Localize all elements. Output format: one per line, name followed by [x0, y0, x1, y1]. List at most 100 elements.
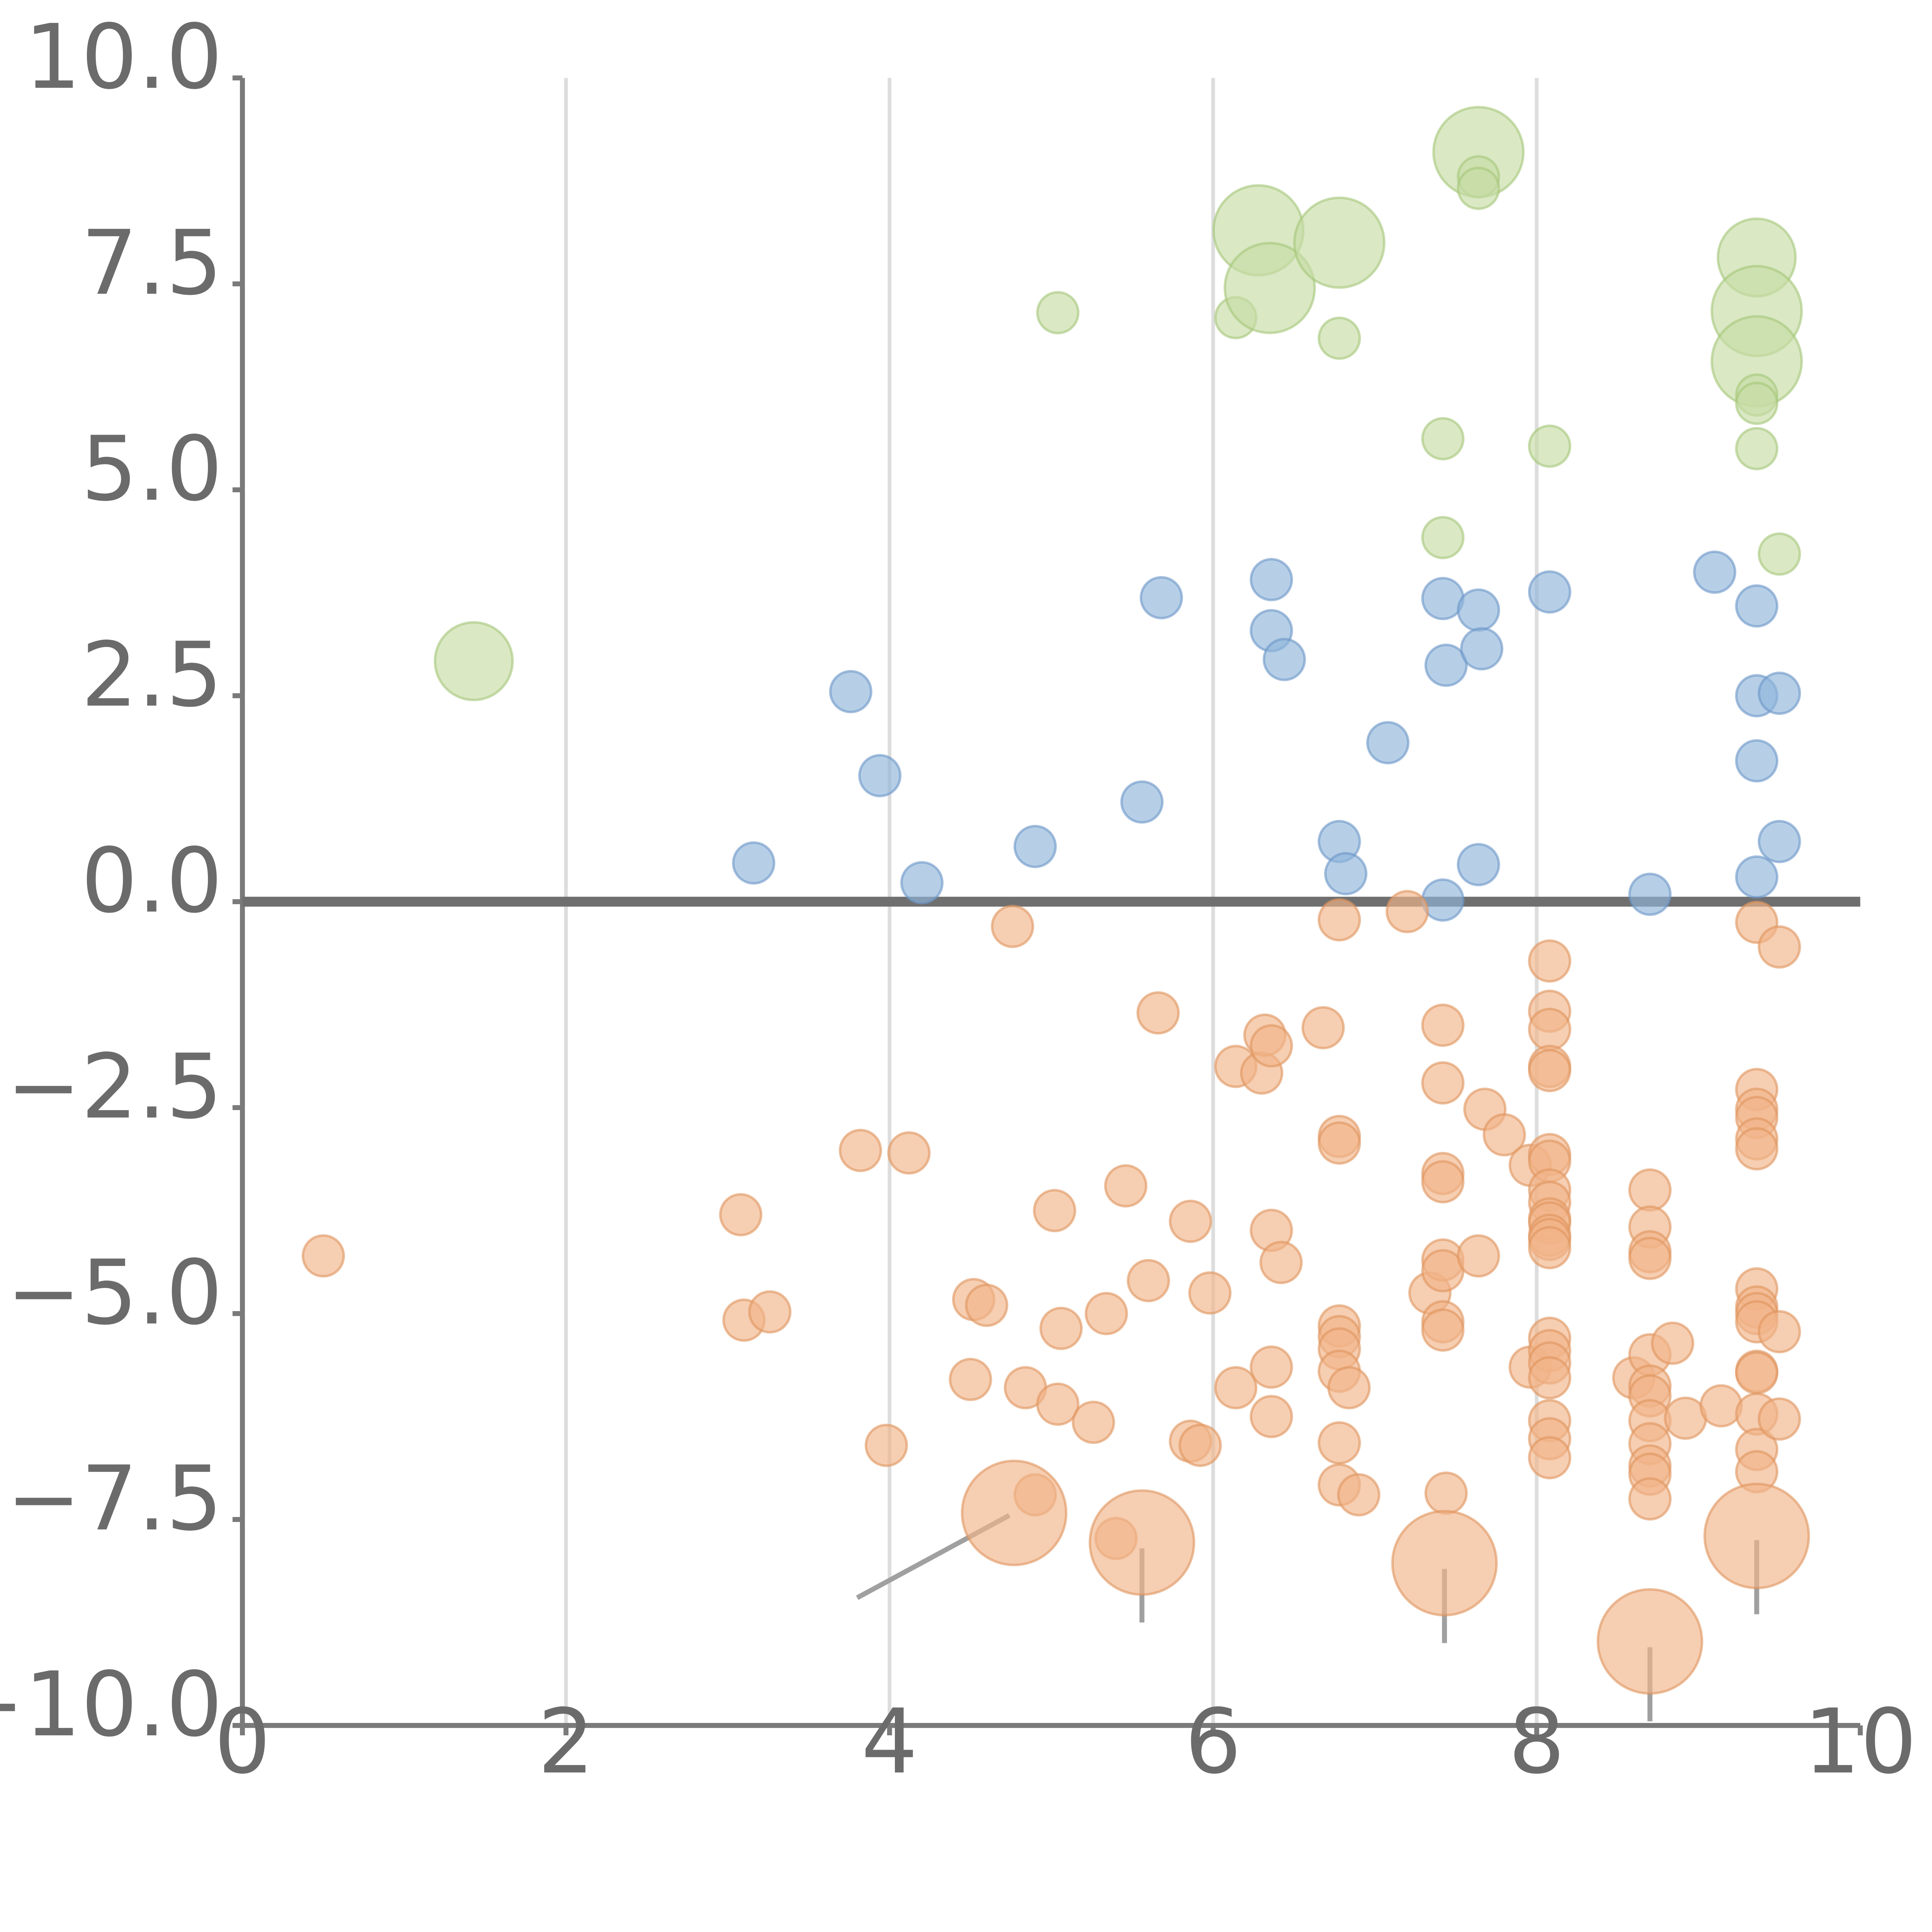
- data-point: [1735, 739, 1779, 783]
- data-point: [1628, 872, 1672, 916]
- data-point: [1457, 167, 1500, 210]
- data-point: [1735, 584, 1779, 628]
- data-point: [1250, 1024, 1293, 1068]
- data-point: [887, 1131, 931, 1175]
- data-point: [719, 1193, 762, 1236]
- data-point: [1528, 1049, 1571, 1092]
- x-tick-label: 4: [861, 1690, 918, 1794]
- data-point: [1421, 1308, 1465, 1352]
- data-point: [1699, 1384, 1743, 1428]
- data-point: [1262, 638, 1306, 681]
- data-point: [1039, 1306, 1083, 1350]
- y-tick-label: −7.5: [7, 1447, 223, 1551]
- data-point: [1457, 843, 1500, 886]
- data-point: [1223, 242, 1316, 334]
- data-point: [1757, 820, 1801, 863]
- data-point: [1528, 1007, 1571, 1051]
- data-point: [1628, 1168, 1672, 1212]
- data-point: [1483, 1113, 1526, 1156]
- data-point: [1318, 1421, 1361, 1465]
- data-point: [1337, 1473, 1381, 1517]
- y-tick-label: −10.0: [0, 1653, 223, 1757]
- y-tick-label: 7.5: [81, 211, 223, 315]
- data-point: [1528, 570, 1571, 614]
- data-point: [1013, 825, 1057, 868]
- data-point: [1757, 925, 1801, 969]
- y-tick-label: −5.0: [7, 1241, 223, 1345]
- data-point: [1421, 1061, 1465, 1105]
- data-point: [991, 905, 1034, 948]
- data-point: [961, 1459, 1068, 1566]
- data-point: [1735, 1351, 1779, 1395]
- data-point: [1628, 1236, 1672, 1280]
- data-point: [1214, 1366, 1258, 1410]
- data-point: [1318, 1121, 1361, 1165]
- data-point: [1168, 1199, 1212, 1243]
- data-point: [1136, 991, 1180, 1035]
- data-point: [1301, 1006, 1345, 1049]
- y-tick-label: 0.0: [81, 829, 223, 933]
- data-point: [900, 861, 944, 905]
- x-tick-label: 6: [1185, 1690, 1242, 1794]
- x-tick-label: 0: [214, 1690, 271, 1794]
- data-point: [1528, 939, 1571, 983]
- data-point: [1735, 855, 1779, 899]
- data-point: [1250, 1395, 1293, 1438]
- data-point: [748, 1290, 792, 1334]
- data-point: [1259, 1241, 1303, 1284]
- data-point: [1327, 1366, 1371, 1410]
- data-point: [1085, 1292, 1128, 1335]
- data-point: [1421, 1003, 1465, 1047]
- data-point: [1651, 1321, 1694, 1365]
- data-point: [1457, 1234, 1500, 1278]
- data-point: [1391, 1510, 1498, 1617]
- data-point: [1703, 1483, 1810, 1589]
- data-point: [1424, 643, 1468, 687]
- data-point: [1528, 424, 1571, 468]
- data-point: [301, 1234, 345, 1278]
- data-point: [1757, 672, 1801, 715]
- data-point: [1460, 627, 1503, 671]
- data-point: [1250, 558, 1293, 601]
- data-point: [1179, 1423, 1222, 1467]
- data-point: [1036, 291, 1080, 335]
- data-point: [1071, 1400, 1115, 1444]
- data-point: [1318, 898, 1361, 942]
- data-point: [1324, 852, 1367, 896]
- data-point: [1735, 427, 1779, 471]
- axes: [232, 75, 1863, 1736]
- data-point: [1104, 1164, 1148, 1208]
- data-point: [1528, 1436, 1571, 1480]
- data-point: [1088, 1489, 1196, 1596]
- data-point: [1528, 1226, 1571, 1269]
- data-point: [1757, 532, 1801, 576]
- data-point: [1735, 381, 1779, 425]
- y-tick-label: −2.5: [7, 1035, 223, 1139]
- data-point: [829, 670, 872, 713]
- data-point: [1457, 588, 1500, 632]
- data-point: [1757, 1310, 1801, 1354]
- data-point: [1139, 576, 1183, 619]
- y-tick-label: 10.0: [24, 5, 223, 109]
- data-point: [1735, 1127, 1779, 1171]
- tick-labels: 0 2 4 6 8 10 10.0 7.5 5.0 2.5 0.0 −2.5 −5.0 −7.5 −10.0: [0, 5, 1917, 1794]
- data-point: [1318, 316, 1361, 360]
- data-point: [1250, 1345, 1293, 1389]
- data-point: [1757, 1397, 1801, 1441]
- data-point: [1421, 1160, 1465, 1204]
- data-point: [1528, 1356, 1571, 1400]
- data-points: [301, 106, 1810, 1695]
- data-point: [864, 1423, 908, 1467]
- data-point: [1188, 1271, 1232, 1315]
- x-tick-label: 8: [1509, 1690, 1565, 1794]
- x-tick-label: 10: [1804, 1690, 1917, 1794]
- data-point: [838, 1129, 882, 1172]
- x-tick-label: 2: [537, 1690, 594, 1794]
- data-point: [1033, 1189, 1077, 1233]
- data-point: [1127, 1259, 1170, 1303]
- data-point: [1628, 1477, 1672, 1521]
- data-point: [965, 1284, 1009, 1327]
- data-point: [1597, 1588, 1703, 1695]
- y-tick-label: 5.0: [81, 417, 223, 521]
